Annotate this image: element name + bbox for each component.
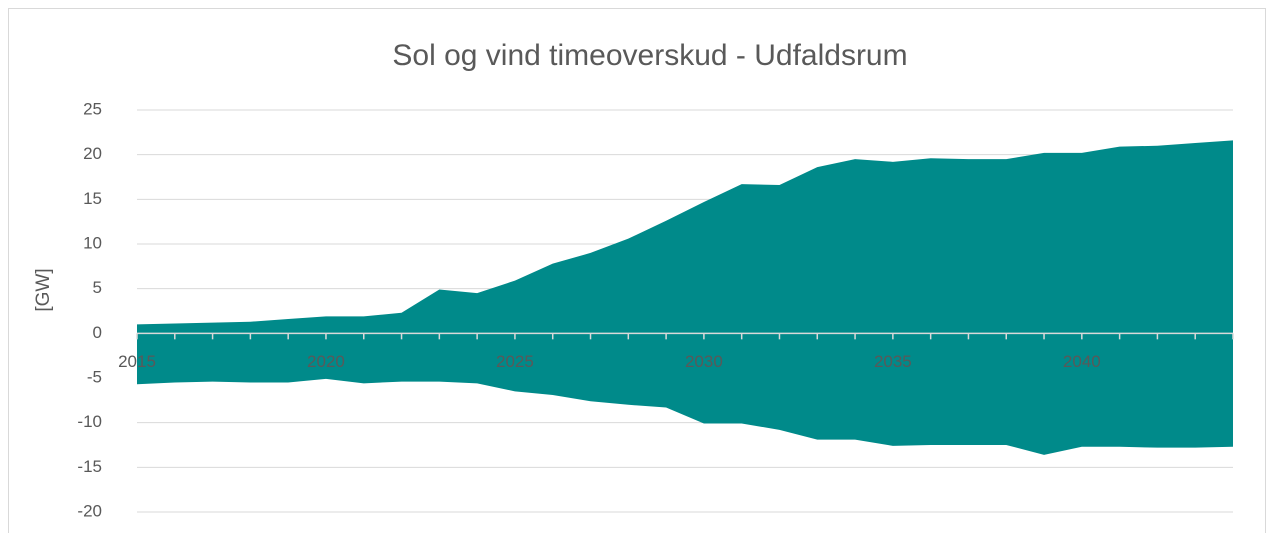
y-tick-label: 5 [93,278,102,297]
x-tick-label: 2020 [307,352,345,371]
x-tick-label: 2035 [874,352,912,371]
y-tick-label: -20 [77,501,102,520]
y-tick-label: 15 [83,189,102,208]
y-tick-label: -15 [77,457,102,476]
y-tick-label: 0 [93,323,102,342]
x-tick-label: 2040 [1063,352,1101,371]
x-tick-label: 2030 [685,352,723,371]
y-tick-label: 20 [83,144,102,163]
area [137,140,1233,334]
y-tick-label: 10 [83,233,102,252]
y-tick-label: -10 [77,412,102,431]
y-tick-label: -5 [87,367,102,386]
area [137,333,1233,455]
chart-title: Sol og vind timeoverskud - Udfaldsrum [392,39,907,72]
y-tick-label: 25 [83,99,102,118]
x-tick-label: 2025 [496,352,534,371]
y-axis-label: [GW] [33,268,54,311]
x-tick-label: 2015 [118,352,156,371]
